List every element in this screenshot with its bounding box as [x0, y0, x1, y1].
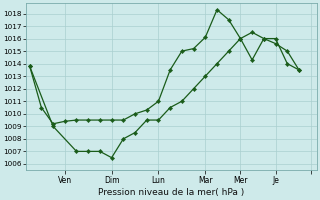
X-axis label: Pression niveau de la mer( hPa ): Pression niveau de la mer( hPa )	[98, 188, 244, 197]
